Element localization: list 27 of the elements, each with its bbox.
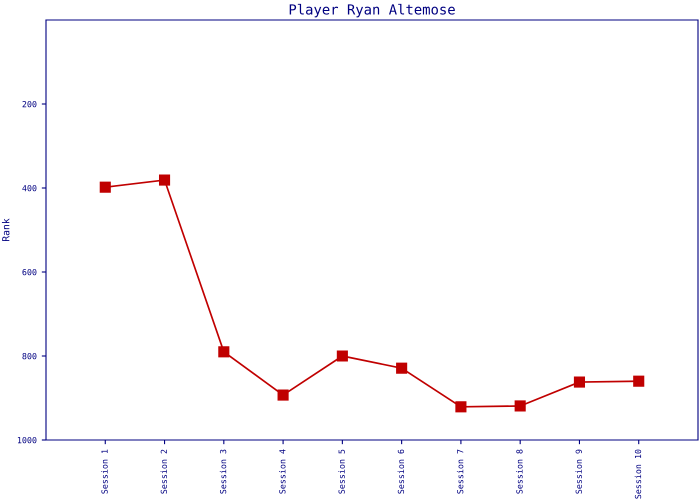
x-tick-label: Session 8 xyxy=(516,450,523,494)
point xyxy=(278,390,289,401)
point xyxy=(218,346,230,358)
x-tick-label: Session 9 xyxy=(575,450,582,494)
point xyxy=(514,400,526,412)
y-tick-label: 400 xyxy=(22,185,36,192)
y-axis-title: Rank xyxy=(2,218,10,242)
point xyxy=(574,376,586,388)
point xyxy=(100,182,111,193)
y-tick-label: 600 xyxy=(22,269,36,276)
x-tick-label: Session 2 xyxy=(160,450,167,494)
y-tick-label: 800 xyxy=(22,353,36,360)
y-tick-label: 200 xyxy=(22,101,36,108)
x-tick-label: Session 1 xyxy=(101,450,108,494)
point xyxy=(455,401,466,412)
x-tick-label: Session 5 xyxy=(338,450,345,494)
x-tick-label: Session 7 xyxy=(456,450,464,494)
x-tick-label: Session 3 xyxy=(220,450,226,494)
point xyxy=(633,376,644,387)
y-tick-label: 1000 xyxy=(18,437,36,444)
point xyxy=(158,174,170,186)
x-tick-label: Session 10 xyxy=(634,450,642,499)
x-tick-label: Session 6 xyxy=(398,450,404,494)
x-tick-label: Session 4 xyxy=(279,449,286,494)
point xyxy=(396,362,408,374)
point xyxy=(336,350,348,362)
chart-title: Player Ryan Altemose xyxy=(290,4,455,18)
